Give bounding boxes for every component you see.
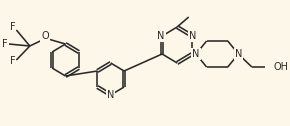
Text: F: F (10, 56, 15, 66)
Text: N: N (107, 90, 114, 100)
Text: N: N (192, 49, 200, 59)
Text: N: N (189, 31, 197, 41)
Text: N: N (235, 49, 242, 59)
Text: N: N (157, 31, 165, 41)
Text: F: F (10, 22, 15, 32)
Text: OH: OH (274, 62, 289, 72)
Text: O: O (41, 31, 49, 41)
Text: F: F (2, 39, 8, 49)
